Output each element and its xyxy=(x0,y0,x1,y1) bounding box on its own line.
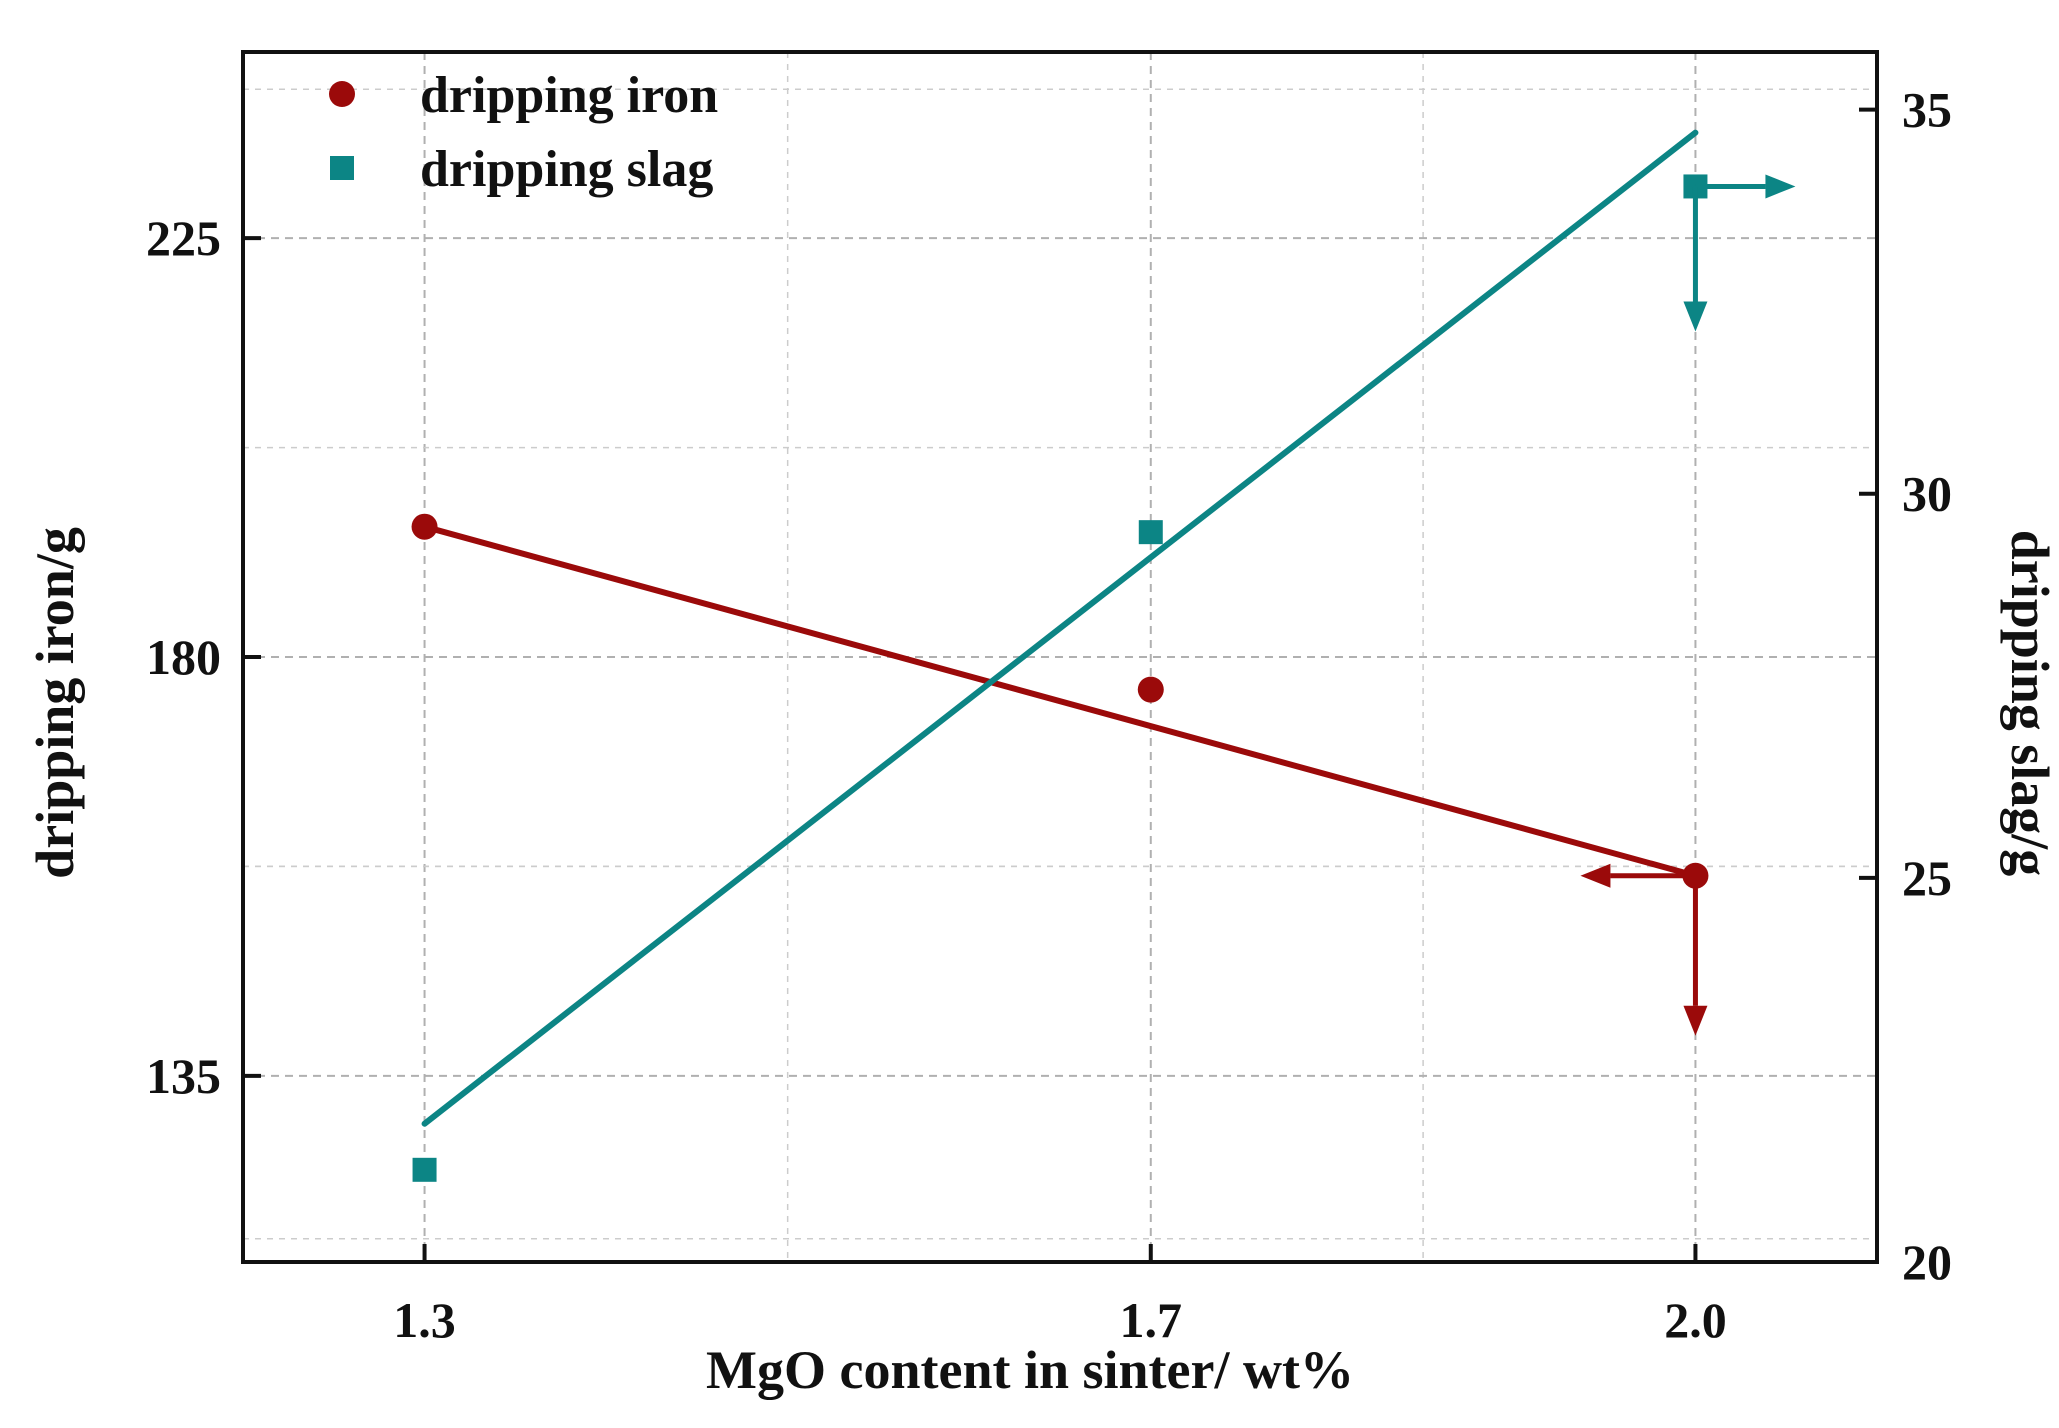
iron-down-arrow xyxy=(1683,875,1708,1036)
y-axis-left-title: dripping iron/g xyxy=(25,527,85,879)
x-tick-label: 2.0 xyxy=(1664,1292,1727,1348)
dripping-slag-point xyxy=(1138,520,1163,545)
x-axis-title: MgO content in sinter/ wt% xyxy=(706,1340,1354,1400)
legend-marker-dripping-iron xyxy=(329,81,355,107)
legend-label-dripping-iron: dripping iron xyxy=(420,67,718,124)
legend: dripping iron dripping slag xyxy=(329,67,718,198)
y-axis-right-title: dripping slag/g xyxy=(2000,530,2059,877)
y-left-tick-label: 225 xyxy=(146,210,221,266)
ticks-layer xyxy=(243,107,1877,1264)
x-tick-label: 1.3 xyxy=(393,1292,456,1348)
dripping-iron-fit-line xyxy=(421,523,1699,879)
fit-lines-layer xyxy=(421,129,1699,1127)
iron-down-arrow-head xyxy=(1683,1005,1708,1036)
tick-labels-layer: 1.3 1.7 2.0 135 180 225 20 25 30 35 xyxy=(146,82,1952,1348)
dripping-slag-point xyxy=(412,1157,437,1182)
x-tick-label: 1.7 xyxy=(1120,1292,1183,1348)
slag-right-axis-arrow xyxy=(1695,174,1796,199)
y-right-tick-label: 35 xyxy=(1902,82,1952,138)
slag-down-arrow xyxy=(1683,186,1708,332)
dripping-iron-point xyxy=(411,513,438,540)
dripping-slag-fit-line xyxy=(421,129,1699,1127)
slag-down-arrow-head xyxy=(1683,301,1708,332)
markers-layer xyxy=(411,174,1709,1182)
y-right-tick-label: 20 xyxy=(1902,1234,1952,1290)
y-left-tick-label: 135 xyxy=(146,1048,221,1104)
grid-layer xyxy=(243,52,1877,1262)
iron-left-axis-arrow-head xyxy=(1580,863,1611,888)
legend-marker-dripping-slag xyxy=(330,156,354,180)
y-left-tick-label: 180 xyxy=(146,629,221,685)
dripping-iron-point xyxy=(1137,676,1164,703)
iron-left-axis-arrow xyxy=(1580,863,1696,888)
y-right-tick-label: 30 xyxy=(1902,466,1952,522)
slag-right-axis-arrow-head xyxy=(1765,174,1796,199)
axis-arrows-layer xyxy=(1580,174,1796,1036)
legend-label-dripping-slag: dripping slag xyxy=(420,141,713,198)
y-right-tick-label: 25 xyxy=(1902,850,1952,906)
